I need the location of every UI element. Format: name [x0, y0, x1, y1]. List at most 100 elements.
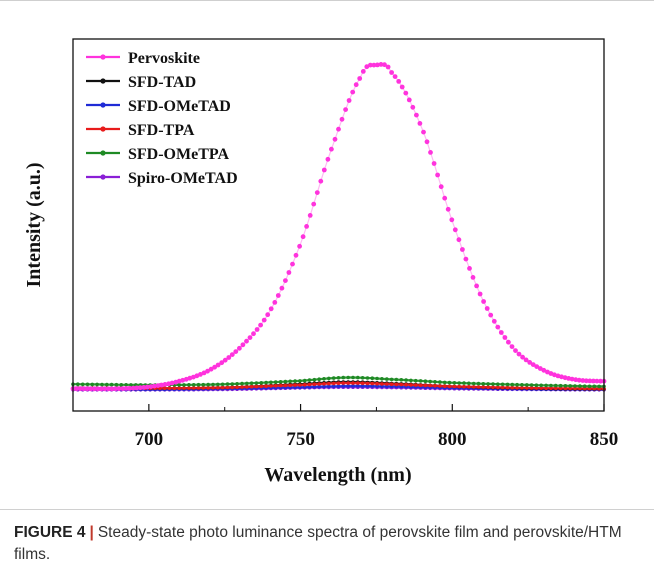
data-point — [225, 382, 230, 386]
data-point — [413, 383, 418, 387]
data-point — [520, 383, 524, 387]
data-point — [553, 383, 558, 388]
data-point — [484, 306, 490, 311]
data-point — [85, 382, 90, 387]
data-point — [76, 382, 80, 387]
data-point — [259, 384, 264, 389]
data-point — [251, 331, 256, 337]
data-point — [491, 385, 495, 390]
data-point — [336, 126, 341, 132]
data-point — [198, 372, 203, 377]
data-point — [410, 104, 416, 110]
data-point — [409, 383, 413, 387]
data-point — [598, 378, 603, 384]
data-point — [167, 386, 172, 391]
caption-divider — [0, 509, 654, 510]
data-point — [463, 256, 469, 262]
data-point — [119, 383, 124, 387]
data-point — [288, 379, 293, 384]
data-point — [162, 382, 168, 387]
data-point — [317, 377, 322, 382]
data-point — [220, 385, 225, 390]
x-tick-label-700: 700 — [135, 429, 164, 450]
data-point — [219, 360, 225, 366]
data-point — [467, 385, 471, 389]
data-point — [215, 362, 221, 368]
data-point — [261, 317, 267, 323]
data-point — [290, 261, 295, 267]
data-point — [206, 382, 210, 387]
data-point — [539, 383, 543, 388]
data-point — [353, 82, 359, 88]
data-point — [394, 382, 399, 387]
data-point — [525, 383, 529, 387]
data-point — [123, 386, 129, 391]
x-tick-label-850: 850 — [590, 429, 619, 450]
data-point — [370, 381, 375, 386]
data-point — [573, 386, 577, 391]
data-point — [476, 381, 481, 386]
data-point — [399, 378, 404, 382]
data-point — [302, 383, 307, 387]
data-point — [513, 348, 518, 353]
data-point — [404, 382, 408, 387]
data-point — [541, 367, 547, 373]
data-point — [360, 381, 365, 386]
data-point — [462, 381, 466, 385]
data-point — [278, 383, 283, 388]
data-point — [216, 382, 220, 387]
data-point — [351, 384, 355, 388]
data-point — [162, 386, 167, 391]
data-point — [563, 386, 568, 391]
legend-item-sfd-ometpa: SFD-OMeTPA — [86, 146, 229, 163]
data-point — [481, 385, 486, 389]
data-point — [476, 385, 481, 389]
data-point — [169, 380, 175, 386]
legend-label: Spiro-OMeTAD — [128, 170, 238, 187]
data-point — [327, 376, 331, 381]
data-point — [211, 386, 215, 390]
data-point — [558, 383, 563, 388]
data-point — [272, 300, 278, 305]
data-point — [452, 384, 457, 389]
legend-item-pervoskite: Pervoskite — [86, 50, 200, 67]
data-point — [311, 201, 317, 207]
data-point — [578, 384, 582, 388]
data-point — [233, 349, 239, 354]
data-point — [527, 360, 533, 365]
data-point — [534, 386, 539, 390]
caption-label: FIGURE 4 — [14, 524, 86, 541]
data-point — [409, 378, 413, 383]
data-point — [230, 382, 235, 386]
data-point — [423, 383, 428, 388]
figure-caption: FIGURE 4 | Steady-state photo luminance sp… — [14, 522, 644, 566]
data-point — [442, 384, 447, 389]
data-point — [592, 384, 597, 389]
data-point — [442, 380, 447, 385]
data-point — [273, 380, 278, 384]
data-point — [268, 306, 274, 312]
data-point — [385, 64, 391, 70]
data-point — [314, 190, 320, 196]
data-point — [293, 383, 297, 387]
data-point — [428, 379, 433, 384]
data-point — [307, 382, 312, 387]
data-point — [212, 364, 218, 370]
data-point — [273, 384, 278, 388]
data-point — [106, 386, 111, 392]
data-point — [283, 379, 288, 384]
data-point — [438, 384, 442, 388]
data-point — [375, 376, 379, 381]
data-point — [240, 381, 244, 386]
data-point — [505, 382, 510, 387]
data-point — [329, 146, 334, 152]
data-point — [249, 381, 254, 386]
data-point — [506, 339, 511, 345]
data-point — [286, 270, 292, 275]
caption-text: Steady-state photo luminance spectra of … — [14, 524, 622, 563]
data-point — [389, 382, 394, 387]
data-point — [293, 379, 297, 383]
data-point — [449, 217, 455, 223]
data-point — [488, 312, 494, 318]
data-point — [534, 364, 540, 369]
